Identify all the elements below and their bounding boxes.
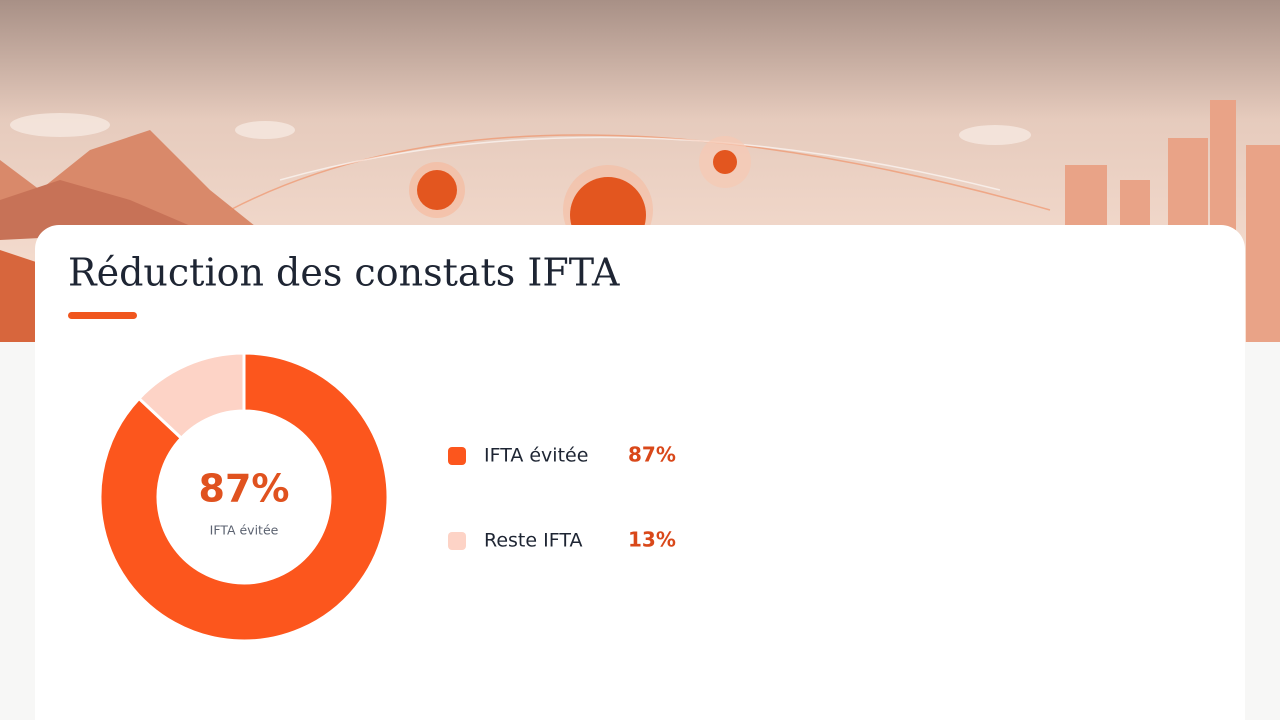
legend-value: 13% <box>628 528 676 552</box>
legend-swatch <box>448 447 466 465</box>
title-underline <box>68 312 137 319</box>
donut-segment <box>136 351 246 441</box>
legend-label: Reste IFTA <box>484 530 582 552</box>
donut-segment <box>98 351 390 643</box>
center-value: 87% <box>199 467 290 511</box>
legend-swatch <box>448 532 466 550</box>
center-label: IFTA évitée <box>210 523 279 538</box>
chart-title: Réduction des constats IFTA <box>68 251 620 295</box>
legend-label: IFTA évitée <box>484 445 588 467</box>
legend-value: 87% <box>628 443 676 467</box>
